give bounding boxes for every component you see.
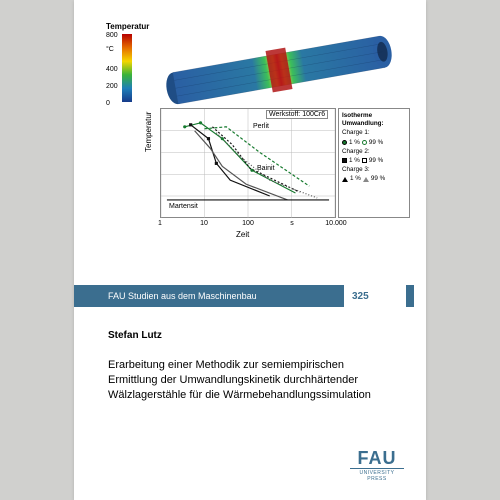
x-tick: 10 [200,220,208,227]
legend-val: 1 % [349,157,360,165]
marker-icon [342,140,347,145]
book-cover: Temperatur 800 °C 400 200 0 [74,0,426,500]
legend-row: 1 % 99 % [342,175,406,183]
chart-curves [161,109,335,218]
legend-group-label: Charge 1: [342,129,406,137]
marker-icon [363,177,369,182]
legend-row: 1 % 99 % [342,139,406,147]
series-number: 325 [352,291,369,302]
legend-val: 99 % [371,175,385,183]
cb-tick: 200 [106,83,118,90]
marker-icon [342,158,347,163]
curve-c2-1 [191,125,270,196]
book-title: Erarbeitung einer Methodik zur semiempir… [108,358,396,403]
phase-bainit: Bainit [257,165,275,172]
phase-perlit: Perlit [253,123,269,130]
legend-group-label: Charge 3: [342,166,406,174]
legend-val: 99 % [369,157,383,165]
curve-c1-99 [205,127,310,186]
x-tick: s [290,220,294,227]
publisher-name: FAU [350,449,404,467]
publisher-sub: UNIVERSITY PRESS [350,468,404,482]
cb-tick: 400 [106,66,118,73]
marker-icon [362,140,367,145]
x-tick: 1 [158,220,162,227]
cover-figure: Temperatur 800 °C 400 200 0 [106,22,396,222]
y-axis-label: Temperatur [144,112,153,152]
legend: Isotherme Umwandlung: Charge 1: 1 %99 % … [338,108,410,218]
legend-group-label: Charge 2: [342,148,406,156]
legend-val: 1 % [350,175,361,183]
author-name: Stefan Lutz [108,330,162,341]
phase-martensit: Martensit [169,203,198,210]
publisher-logo: FAU UNIVERSITY PRESS [350,449,404,482]
cb-tick: °C [106,46,114,53]
x-tick: 100 [242,220,254,227]
ttt-chart: Perlit Bainit Martensit [160,108,336,218]
series-label: FAU Studien aus dem Maschinenbau [74,285,344,307]
marker-icon [362,158,367,163]
legend-val: 1 % [349,139,360,147]
colorbar-label: Temperatur [106,22,149,31]
temperature-colorbar [122,34,132,102]
x-tick: 10.000 [325,220,346,227]
legend-row: 1 % 99 % [342,157,406,165]
x-axis-label: Zeit [236,230,249,239]
legend-val: 99 % [369,139,383,147]
material-label: Werkstoff: 100Cr6 [266,110,328,119]
cb-tick: 800 [106,32,118,39]
series-mark [406,285,414,307]
series-band: FAU Studien aus dem Maschinenbau 325 [74,285,426,307]
curve-c2-99 [212,127,299,192]
legend-header: Isotherme Umwandlung: [342,112,406,128]
fem-pipe-illustration [154,34,404,106]
marker-icon [342,177,348,182]
cb-tick: 0 [106,100,110,107]
